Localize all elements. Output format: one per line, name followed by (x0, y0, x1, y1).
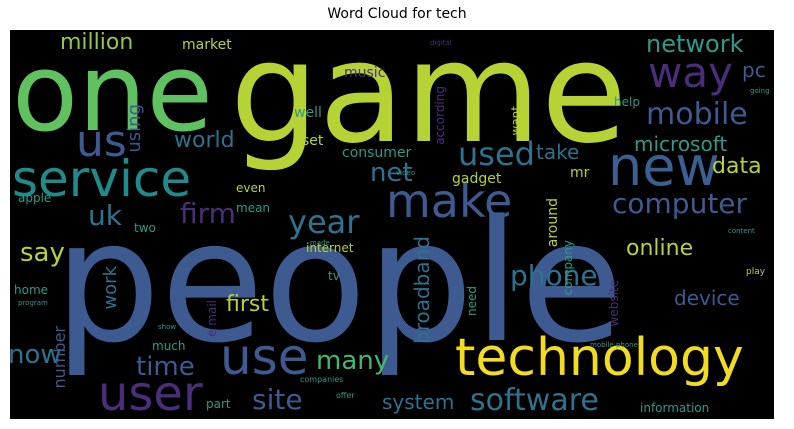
word-using: using (124, 104, 145, 153)
word-two: two (134, 221, 156, 235)
word-user: user (98, 366, 203, 419)
word-cloud: people game one technology new service m… (10, 30, 774, 419)
word-made: made (310, 239, 330, 247)
word-mobile-phone: mobile phone (590, 341, 638, 349)
word-us: us (76, 116, 127, 167)
word-data: data (712, 154, 762, 179)
word-according: according (433, 86, 447, 145)
word-system: system (382, 390, 455, 414)
word-information: information (640, 401, 710, 415)
word-work: work (100, 266, 121, 310)
word-net: net (370, 158, 413, 188)
word-content: content (728, 227, 755, 235)
word-company: company (561, 240, 575, 296)
word-online: online (626, 236, 694, 261)
word-show: show (158, 323, 177, 331)
word-want: want (509, 106, 523, 136)
word-game: game (230, 30, 628, 175)
word-make: make (386, 174, 513, 228)
word-number: number (50, 326, 69, 389)
word-mr: mr (570, 165, 590, 181)
word-market: market (182, 37, 232, 53)
word-music: music (344, 65, 386, 81)
word-software: software (470, 383, 599, 418)
word-video: video (396, 169, 416, 177)
word-take: take (536, 140, 580, 164)
word-technology: technology (455, 328, 744, 388)
word-consumer: consumer (342, 145, 412, 161)
word-offer: offer (336, 391, 355, 400)
word-time: time (136, 352, 195, 382)
word-part: part (206, 397, 231, 411)
word-home: home (14, 283, 49, 297)
word-uk: uk (88, 199, 122, 232)
word-tv: tv (328, 269, 340, 283)
word-use: use (220, 328, 309, 386)
word-firm: firm (180, 197, 236, 230)
word-mobile: mobile (646, 97, 748, 132)
word-site: site (252, 383, 303, 416)
word-say: say (20, 238, 65, 268)
word-device: device (674, 286, 740, 310)
figure-title: Word Cloud for tech (327, 6, 467, 22)
word-going: going (750, 87, 770, 95)
word-service: service (12, 150, 192, 208)
word-phone: phone (510, 259, 598, 292)
word-well: well (294, 105, 322, 121)
word-pc: pc (742, 58, 766, 82)
word-around: around (545, 198, 561, 248)
word-apple: apple (18, 191, 52, 205)
word-million: million (60, 30, 134, 55)
word-now: now (10, 340, 62, 370)
word-microsoft: microsoft (634, 132, 728, 156)
word-network: network (646, 30, 744, 58)
word-used: used (458, 135, 535, 173)
word-website: website (607, 280, 621, 327)
word-computer: computer (612, 187, 748, 220)
word-mean: mean (236, 201, 271, 215)
word-e-mail: e mail (205, 300, 219, 337)
word-broadband: broadband (410, 236, 434, 344)
word-way: way (648, 48, 733, 97)
word-year: year (288, 203, 360, 241)
word-gadget: gadget (452, 171, 502, 187)
word-much: much (152, 339, 186, 353)
word-one: one (12, 31, 213, 156)
word-set: set (302, 133, 324, 149)
word-digital: digital (430, 39, 452, 47)
word-even: even (236, 181, 266, 195)
word-program: program (18, 299, 48, 307)
word-new: new (608, 135, 720, 198)
word-internet: internet (306, 241, 354, 255)
word-companies: companies (300, 375, 344, 384)
word-play: play (746, 267, 766, 277)
word-need: need (465, 286, 479, 316)
word-many: many (316, 346, 390, 376)
word-help: help (614, 95, 640, 109)
word-world: world (174, 128, 235, 153)
word-first: first (226, 292, 269, 317)
word-people: people (54, 184, 624, 380)
